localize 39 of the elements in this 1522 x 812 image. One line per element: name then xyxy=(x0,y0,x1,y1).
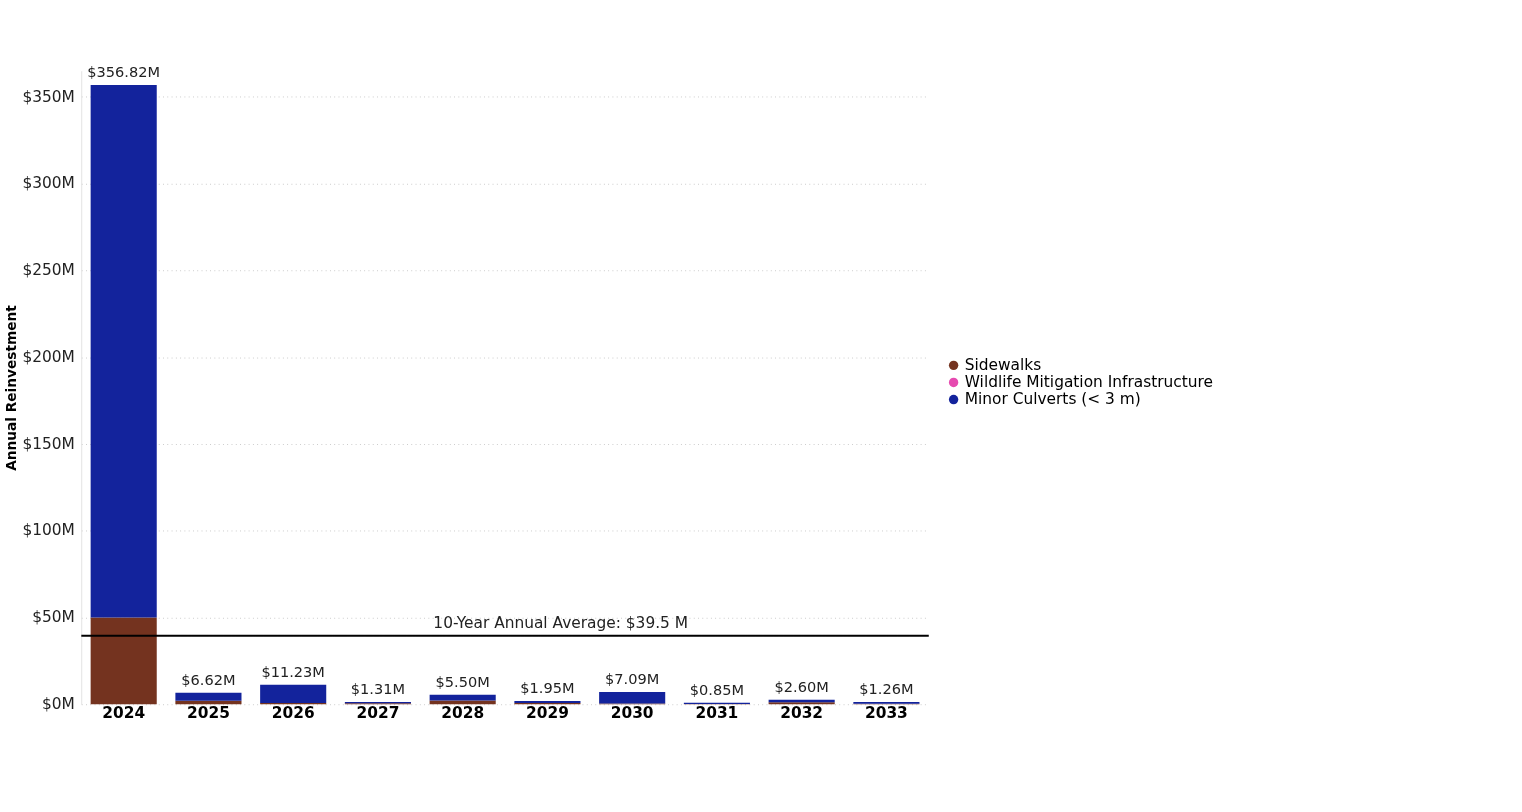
x-tick-label: 2028 xyxy=(441,704,485,723)
total-label: $1.26M xyxy=(859,680,914,698)
legend-label: Minor Culverts (< 3 m) xyxy=(964,389,1141,408)
legend-label: Wildlife Mitigation Infrastructure xyxy=(964,372,1214,391)
y-tick-label: $50M xyxy=(32,608,75,627)
legend-label: Sidewalks xyxy=(964,355,1042,374)
x-tick-label: 2033 xyxy=(864,704,908,723)
y-tick-label: $350M xyxy=(22,87,75,106)
x-tick-label: 2030 xyxy=(610,704,654,723)
total-label: $6.62M xyxy=(181,671,236,689)
x-tick-label: 2025 xyxy=(187,704,230,723)
x-tick-label: 2026 xyxy=(271,704,315,723)
total-label: $5.50M xyxy=(435,673,490,691)
x-tick-label: 2027 xyxy=(356,704,400,723)
y-tick-label: $250M xyxy=(22,261,75,280)
total-label: $1.95M xyxy=(520,679,575,697)
ref-line-label: 10-Year Annual Average: $39.5 M xyxy=(433,614,689,633)
bar xyxy=(175,692,242,701)
bar xyxy=(429,700,496,705)
bar xyxy=(260,684,327,703)
x-tick-label: 2024 xyxy=(102,704,146,723)
y-tick-label: $100M xyxy=(22,521,75,540)
total-label: $2.60M xyxy=(774,678,829,696)
y-tick-label: $200M xyxy=(22,347,75,366)
bar xyxy=(599,692,666,704)
total-label: $1.31M xyxy=(350,680,406,698)
total-label: $0.85M xyxy=(689,681,745,699)
x-tick-label: 2029 xyxy=(526,704,569,723)
y-tick-label: $0M xyxy=(42,695,75,714)
total-label: $7.09M xyxy=(605,670,660,688)
bar xyxy=(90,617,157,705)
x-tick-label: 2031 xyxy=(695,704,739,723)
bar xyxy=(90,85,157,618)
y-tick-label: $150M xyxy=(22,434,75,453)
x-tick-label: 2032 xyxy=(780,704,824,723)
total-label: $356.82M xyxy=(87,63,161,81)
total-label: $11.23M xyxy=(261,663,325,681)
y-tick-label: $300M xyxy=(22,174,75,193)
y-axis-title: Annual Reinvestment xyxy=(3,304,20,471)
